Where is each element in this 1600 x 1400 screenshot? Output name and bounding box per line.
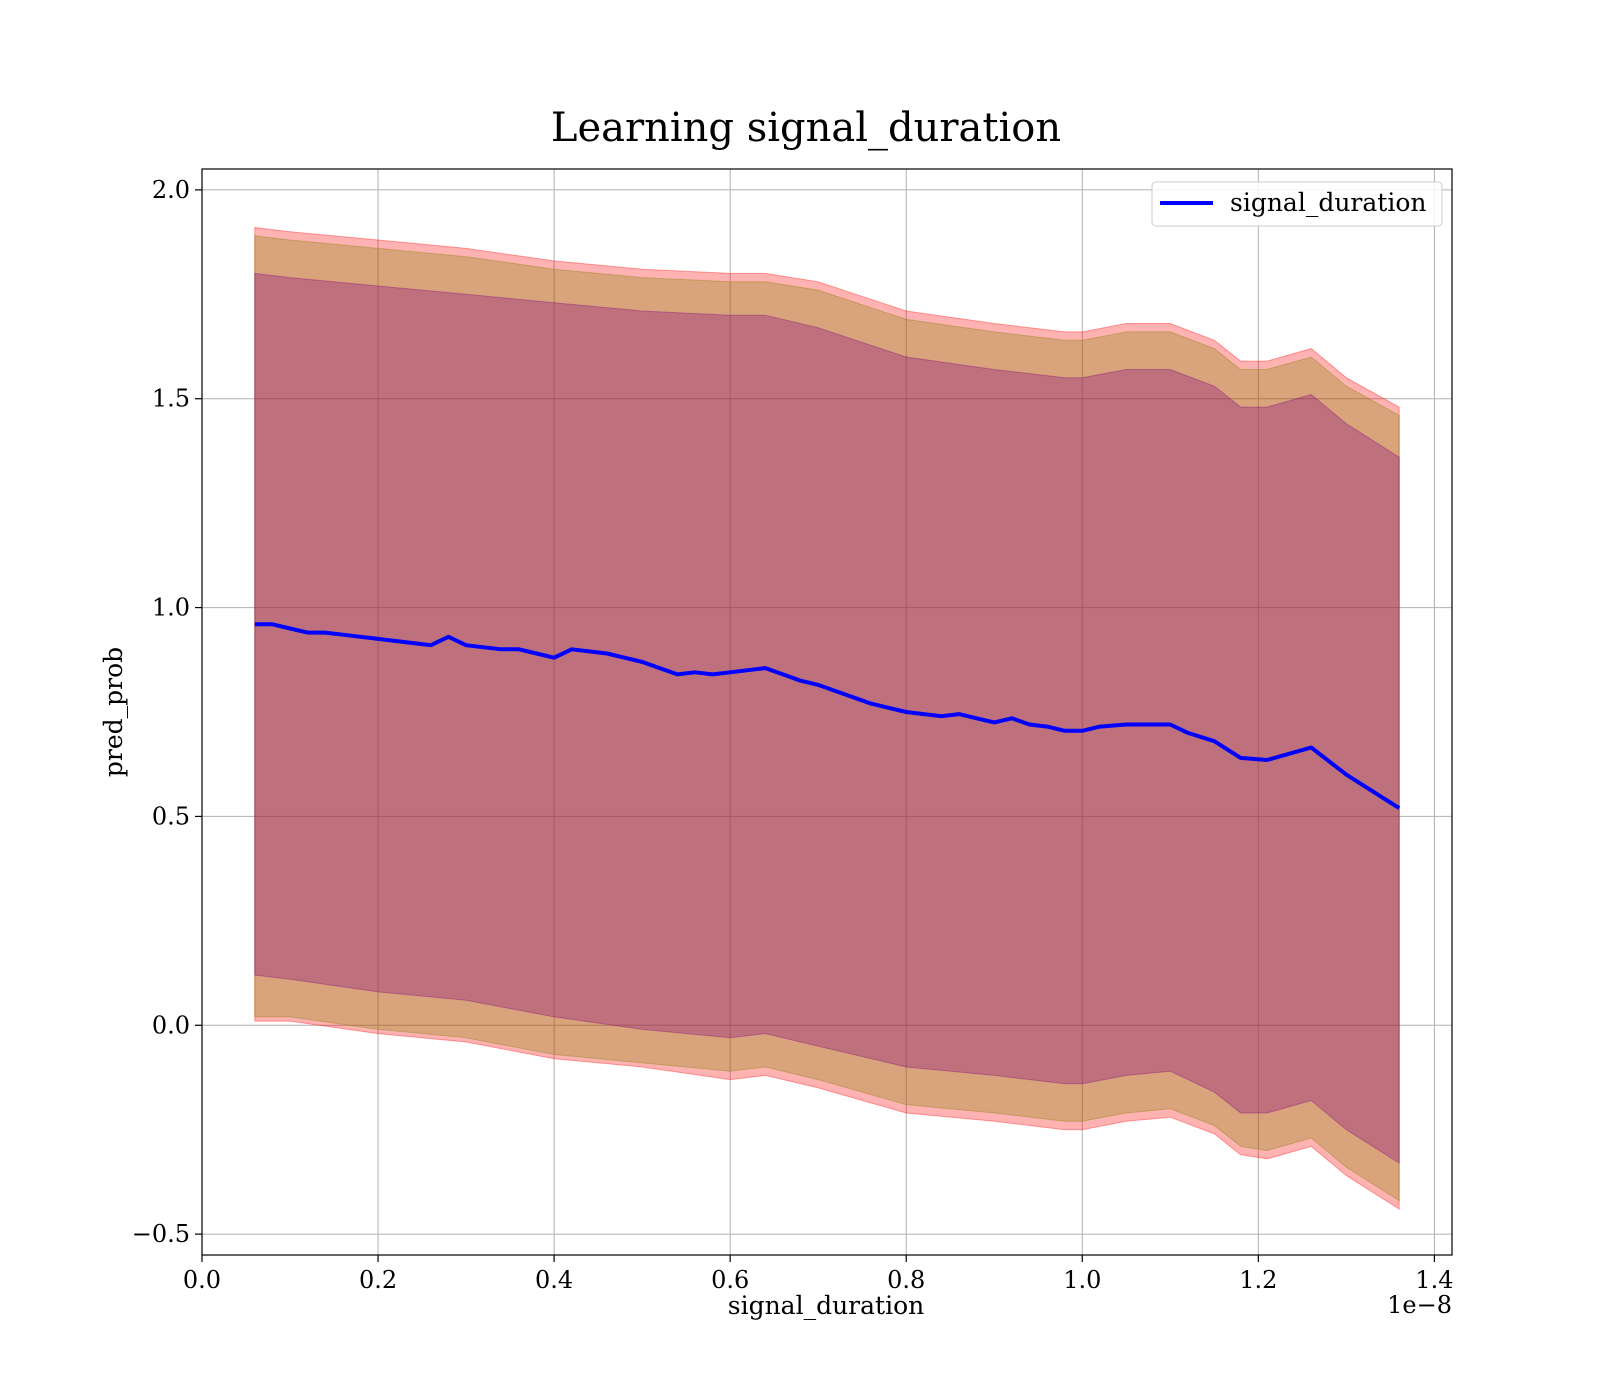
x-tick-label: 0.8 xyxy=(887,1266,925,1294)
chart-title: Learning signal_duration xyxy=(551,105,1061,151)
y-tick-label: −0.5 xyxy=(132,1220,190,1248)
series-lines xyxy=(254,622,1401,810)
plot-frame xyxy=(201,168,1453,1256)
legend-label: signal_duration xyxy=(1230,188,1426,217)
grid xyxy=(201,169,1452,1255)
x-tick-label: 0.0 xyxy=(183,1266,221,1294)
y-tick-label: 0.5 xyxy=(152,802,190,830)
legend-box xyxy=(1151,181,1443,227)
y-tick-label: 0.0 xyxy=(152,1011,190,1039)
x-tick-label: 1.2 xyxy=(1239,1266,1277,1294)
x-axis-ticks: 0.0 0.2 0.4 0.6 0.8 1.0 1.2 1.4 xyxy=(183,1255,1453,1294)
x-tick-label: 0.6 xyxy=(711,1266,749,1294)
confidence-bands xyxy=(254,226,1400,1211)
y-tick-label: 2.0 xyxy=(152,176,190,204)
x-tick-label: 1.0 xyxy=(1063,1266,1101,1294)
x-axis-label: signal_duration xyxy=(728,1291,924,1320)
y-axis-label: pred_prob xyxy=(99,647,128,777)
y-tick-label: 1.0 xyxy=(152,594,190,622)
confidence-band xyxy=(254,235,1400,1202)
series-line xyxy=(254,622,1401,810)
y-tick-label: 1.5 xyxy=(152,385,190,413)
x-tick-label: 0.2 xyxy=(359,1266,397,1294)
confidence-band xyxy=(254,226,1400,1211)
y-axis-ticks: −0.5 0.0 0.5 1.0 1.5 2.0 xyxy=(132,176,202,1248)
legend: signal_duration xyxy=(1151,181,1443,227)
x-tick-label: 1.4 xyxy=(1415,1266,1453,1294)
x-offset-label: 1e−8 xyxy=(1387,1291,1452,1319)
x-tick-label: 0.4 xyxy=(535,1266,573,1294)
confidence-band xyxy=(254,272,1400,1165)
